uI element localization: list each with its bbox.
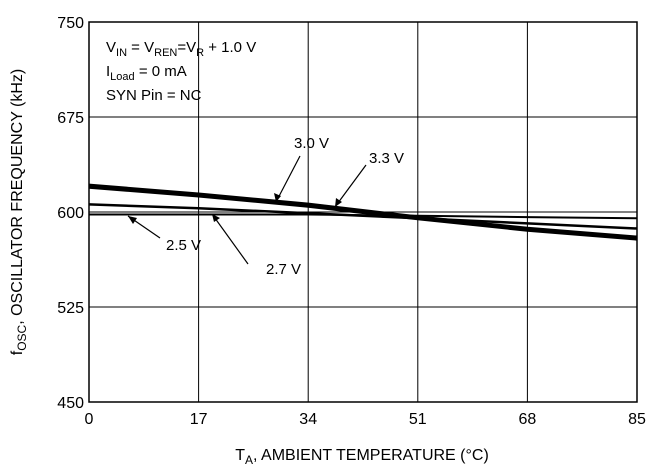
x-tick-label: 51: [409, 411, 427, 428]
x-axis-title: TA, AMBIENT TEMPERATURE (°C): [235, 447, 489, 467]
x-tick-label: 85: [628, 411, 646, 428]
callout-arrowhead-3v3: [335, 198, 342, 207]
y-tick-label: 525: [57, 300, 84, 317]
callout-label-3v0: 3.0 V: [294, 135, 329, 152]
y-axis-title: fOSC, OSCILLATOR FREQUENCY (kHz): [9, 69, 29, 356]
callout-label-2v7: 2.7 V: [266, 261, 301, 278]
callout-label-2v5: 2.5 V: [166, 237, 201, 254]
y-tick-label: 750: [57, 15, 84, 32]
y-tick-label: 450: [57, 395, 84, 412]
x-tick-label: 0: [85, 411, 94, 428]
series-callouts: 3.0 V 3.3 V 2.5 V 2.7 V: [127, 135, 404, 278]
condition-line-3: SYN Pin = NC: [106, 87, 202, 104]
x-tick-label: 17: [190, 411, 208, 428]
callout-arrowhead-2v5: [128, 216, 137, 224]
callout-arrowhead-3v0: [274, 193, 281, 202]
series-line-27V: [88, 203, 638, 230]
series-group: [88, 183, 638, 241]
callout-arrow-3v0: [275, 155, 301, 203]
callout-arrowhead-2v7: [212, 214, 220, 222]
callout-arrow-3v3: [334, 164, 367, 208]
tick-labels: 0 17 34 51 68 85 450 525 600 675 750: [57, 15, 646, 428]
y-tick-label: 675: [57, 110, 84, 127]
plot-frame: [88, 21, 638, 403]
condition-line-2: ILoad = 0 mA: [106, 63, 187, 83]
conditions-annotation: VIN = VREN=VR + 1.0 V ILoad = 0 mA SYN P…: [106, 39, 256, 104]
series-line-33V: [88, 183, 638, 240]
callout-arrow-2v7: [211, 213, 249, 265]
condition-line-1: VIN = VREN=VR + 1.0 V: [106, 39, 256, 59]
x-tick-label: 34: [299, 411, 317, 428]
y-tick-label: 600: [57, 205, 84, 222]
callout-label-3v3: 3.3 V: [369, 150, 404, 167]
x-tick-label: 68: [519, 411, 537, 428]
